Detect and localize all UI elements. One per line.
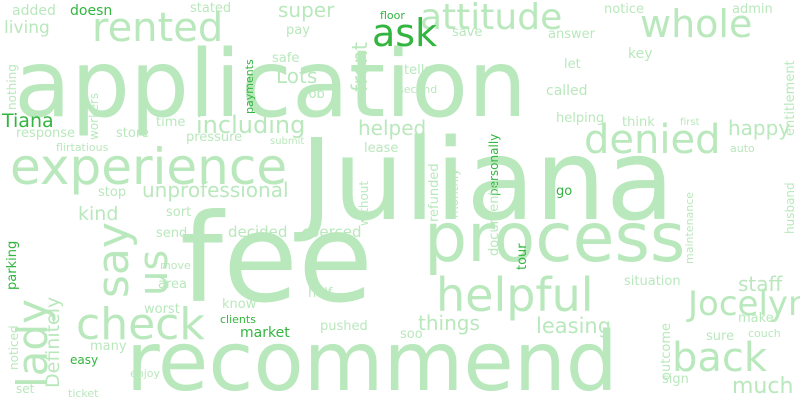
word-entitlement: entitlement <box>783 60 798 136</box>
word-know: know <box>222 297 257 312</box>
word-pressure: pressure <box>186 130 243 145</box>
word-things: things <box>418 311 480 335</box>
word-parking: parking <box>5 240 20 290</box>
word-submit: submit <box>270 136 305 147</box>
word-monthly: monthly <box>447 168 461 218</box>
word-pushed: pushed <box>320 319 368 334</box>
word-kind: kind <box>78 203 119 225</box>
word-tells: tells <box>404 63 432 78</box>
word-leasing: leasing <box>536 314 612 338</box>
word-recommend: recommend <box>126 315 618 400</box>
word-key: key <box>628 46 653 62</box>
word-check: check <box>76 299 205 350</box>
word-juliana: Juliana <box>300 116 675 246</box>
word-set: set <box>16 382 35 396</box>
word-couch: couch <box>748 327 781 340</box>
word-sign: sign <box>662 372 689 387</box>
word-unprofessional: unprofessional <box>142 178 289 202</box>
word-called: called <box>546 83 588 99</box>
word-save: save <box>452 25 483 40</box>
word-denied: denied <box>584 117 721 163</box>
word-front: front <box>348 42 372 92</box>
word-much: much <box>732 374 794 399</box>
word-fob: fob <box>304 87 325 102</box>
word-noticed: noticed <box>7 325 21 370</box>
word-flirtatious: flirtatious <box>56 141 109 154</box>
word-sort: sort <box>166 205 192 220</box>
word-living: living <box>4 18 50 38</box>
word-tiana: Tiana <box>2 110 54 132</box>
word-nothing: nothing <box>5 64 19 110</box>
word-maintenance: maintenance <box>683 191 696 264</box>
word-helped: helped <box>358 116 427 140</box>
word-rented: rented <box>92 5 224 51</box>
word-application: application <box>14 30 527 138</box>
word-ask: say <box>88 222 139 298</box>
word-stated: stated <box>190 1 232 16</box>
word-situation: situation <box>624 274 681 289</box>
word-think: think <box>622 115 655 130</box>
word-lots: Lots <box>276 64 318 88</box>
word-sure: sure <box>706 329 735 344</box>
word-half: half <box>308 286 333 301</box>
word-whole: whole <box>640 2 753 46</box>
word-pay: pay <box>286 23 310 38</box>
word-time: time <box>156 115 186 130</box>
word-area: area <box>158 277 187 292</box>
word-workers: workers <box>87 92 101 140</box>
word-lease: lease <box>364 141 399 156</box>
word-ticket: ticket <box>68 387 99 400</box>
word-answer: answer <box>548 27 595 42</box>
word-attitude: attitude <box>420 0 563 38</box>
word-admin: admin <box>732 2 773 17</box>
word-notice: notice <box>604 2 645 17</box>
word-clients: clients <box>220 313 256 326</box>
word-move: move <box>160 259 191 272</box>
word-first: first <box>680 117 700 128</box>
word-floor: floor <box>380 9 405 22</box>
word-safe: safe <box>272 51 300 66</box>
word-helping: helping <box>556 111 605 126</box>
word-documents: documents <box>487 183 502 256</box>
word-added: added <box>12 3 56 19</box>
word-market: market <box>240 325 290 341</box>
word-go: go <box>556 184 573 199</box>
word-fee: fee <box>180 188 374 330</box>
word-second: second <box>398 83 438 96</box>
word-payments: payments <box>243 59 256 114</box>
word-process: process <box>424 199 686 278</box>
word-us: ask <box>372 11 438 55</box>
word-staff: staff <box>738 272 783 296</box>
word-helpful: helpful <box>436 268 594 322</box>
word-decided: decided <box>228 223 288 241</box>
word-experience: experience <box>10 138 288 196</box>
word-tour: tour <box>515 243 530 270</box>
word-super: super <box>278 0 335 22</box>
word-husband: husband <box>783 182 797 234</box>
word-many: many <box>90 339 127 354</box>
word-send: send <box>156 226 188 241</box>
word-soo: soo <box>400 327 423 342</box>
word-happy: happy <box>728 116 791 140</box>
word-response: response <box>16 126 76 141</box>
word-stop: stop <box>98 185 127 200</box>
word-enjoy: enjoy <box>130 367 161 380</box>
word-auto: auto <box>730 142 755 155</box>
word-doesn: doesn <box>70 3 113 19</box>
word-worst: worst <box>144 302 180 317</box>
word-say: Jocelyn <box>688 284 800 324</box>
word-definitely: Definitely <box>42 296 64 388</box>
word-easy: easy <box>70 353 99 367</box>
word-store: store <box>116 126 149 141</box>
word-refunded: refunded <box>427 163 442 222</box>
word-including: including <box>196 111 306 139</box>
word-coerced: coerced <box>302 223 362 241</box>
word-back: back <box>672 335 768 381</box>
word-without: without <box>357 180 371 226</box>
word-make: make <box>738 311 774 326</box>
word-let: let <box>564 57 581 72</box>
